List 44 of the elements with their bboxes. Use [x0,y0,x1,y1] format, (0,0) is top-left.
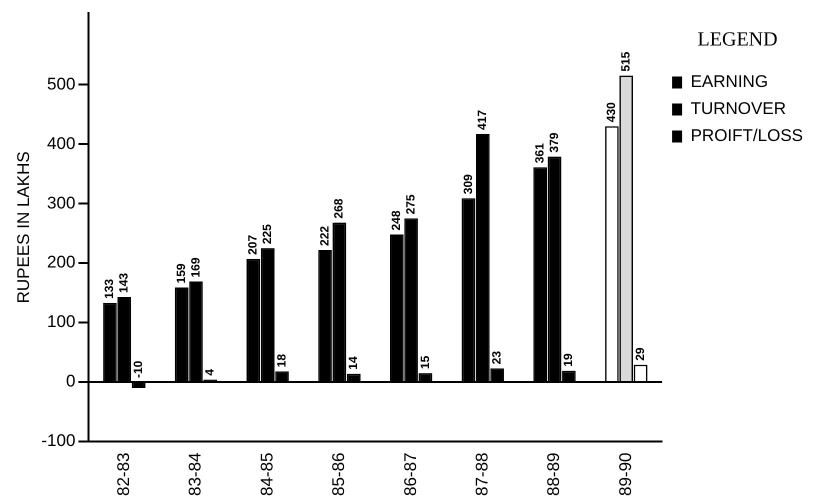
data-label: 430 [604,102,618,122]
data-label: 515 [618,51,633,72]
x-tick-label: 84-85 [257,452,276,496]
data-label: 29 [632,347,647,361]
data-label: 133 [102,278,116,299]
legend-title: LEGEND [698,28,778,50]
data-label: 143 [116,272,131,293]
data-label: 222 [317,226,332,246]
y-axis-title: RUPEES IN LAKHS [14,151,33,304]
x-tick-label: 85-86 [329,452,348,496]
y-tick-label: 0 [66,372,76,391]
data-label: 379 [546,132,561,153]
data-label: -10 [130,360,145,378]
y-tick-label: 100 [47,312,76,332]
x-tick-label: 83-84 [186,452,205,496]
data-label: 23 [489,350,504,364]
legend-label: TURNOVER [690,99,786,118]
legend-label: EARNING [690,72,768,92]
data-label: 159 [174,263,188,284]
x-tick-label: 89-90 [616,452,635,496]
x-tick-label: 86-87 [400,452,420,496]
x-tick-label: 88-89 [544,452,564,496]
data-label: 225 [260,224,274,244]
data-label: 361 [532,142,546,164]
data-label: 19 [561,353,576,367]
legend-label: PROIFT/LOSS [690,126,804,146]
data-label: 169 [188,257,202,278]
data-label: 207 [246,234,260,255]
data-label: 417 [475,110,490,130]
data-label: 268 [332,198,346,219]
y-tick-label: 300 [47,193,76,212]
data-label: 14 [346,356,360,370]
data-label: 18 [274,354,288,368]
y-tick-label: -100 [41,431,76,450]
y-tick-label: 400 [47,134,76,153]
x-tick-label: 82-83 [114,452,133,496]
data-label: 4 [202,368,217,376]
data-label: 248 [389,210,404,230]
data-label: 309 [460,174,475,194]
x-tick-label: 87-88 [472,452,492,496]
y-tick-label: 500 [47,74,76,94]
y-tick-label: 200 [47,252,76,272]
data-label: 275 [403,194,418,214]
data-label: 15 [418,355,432,370]
